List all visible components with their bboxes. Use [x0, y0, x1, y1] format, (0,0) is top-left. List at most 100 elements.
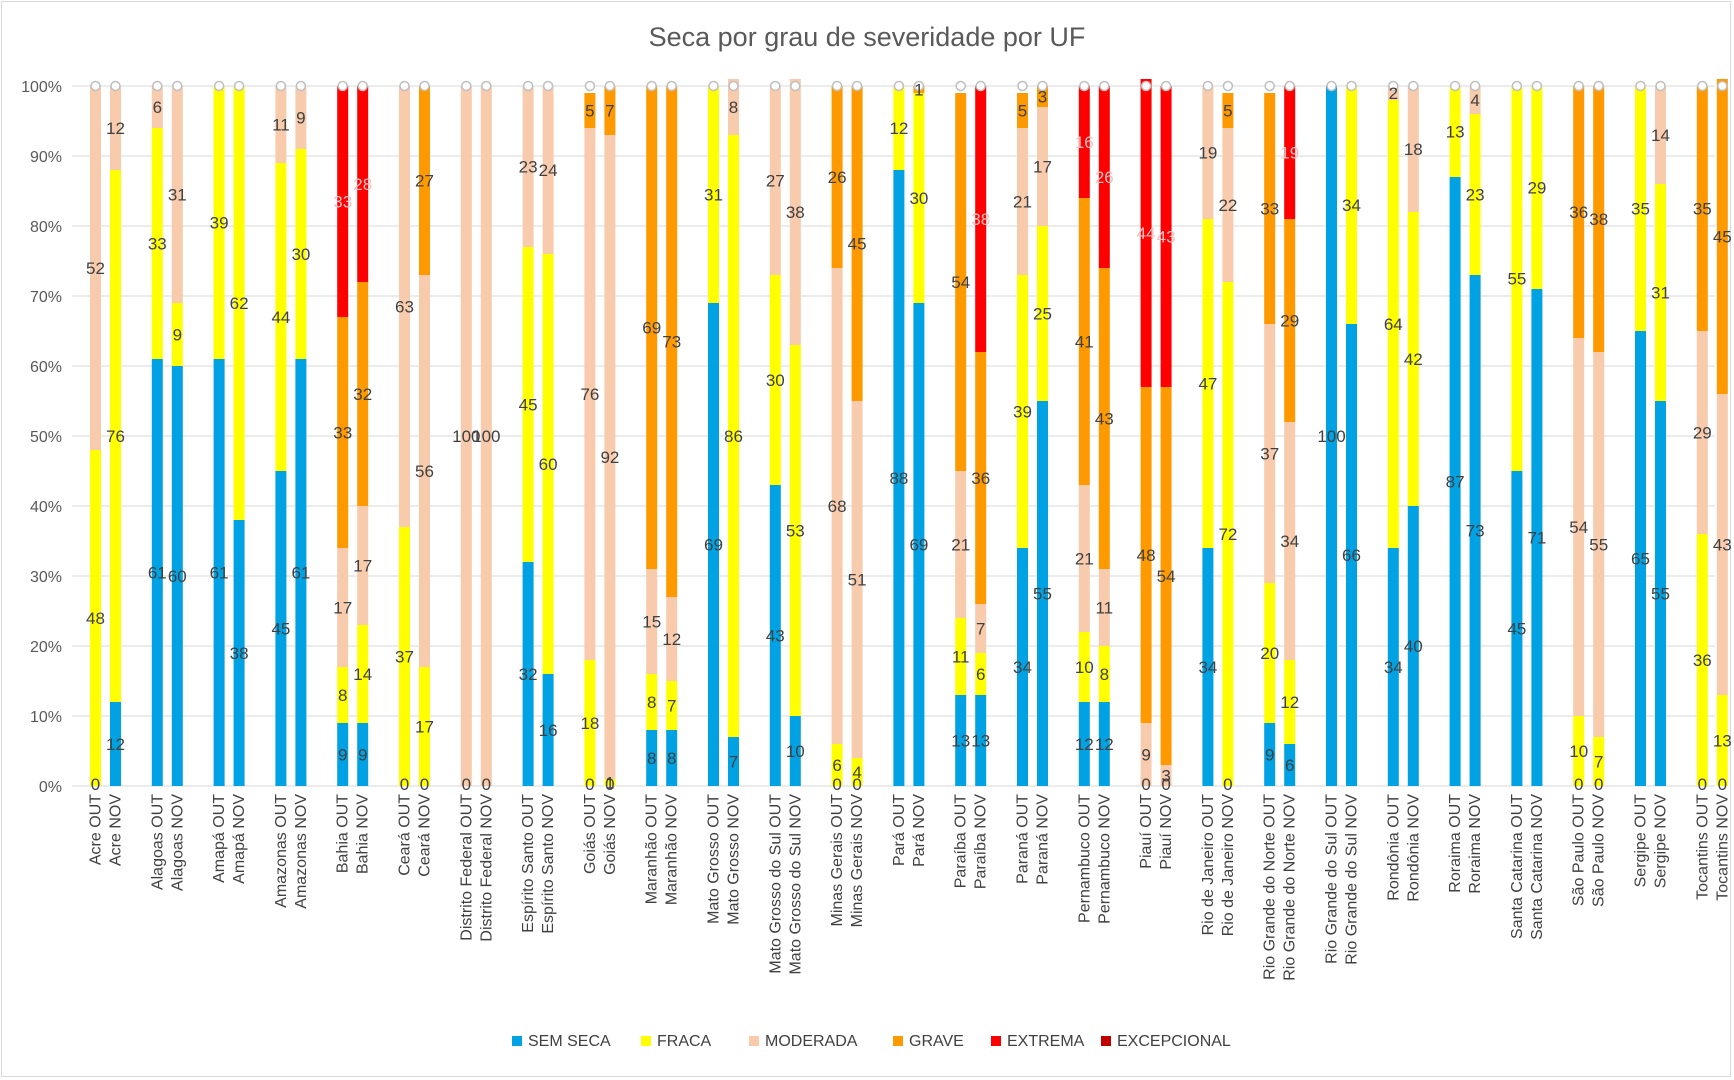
data-label-fraca: 86 [724, 427, 743, 446]
data-label-fraca: 8 [647, 693, 656, 712]
bar-segment-moderada [955, 471, 967, 618]
bar-segment-fraca [893, 86, 905, 170]
data-label-moderada: 9 [1141, 746, 1150, 765]
data-label-sem-seca: 34 [1013, 658, 1032, 677]
bar-segment-sem-seca [110, 702, 121, 786]
bar-segment-grave [1264, 93, 1276, 324]
x-tick-label: Paraná OUT [1015, 794, 1032, 884]
data-label-sem-seca: 66 [1342, 546, 1361, 565]
bar-segment-fraca [213, 86, 225, 359]
bar-segment-sem-seca [1098, 702, 1110, 786]
data-label-sem-seca: 6 [1285, 756, 1294, 775]
x-tick-label: Pernambuco OUT [1076, 794, 1093, 923]
bar-segment-sem-seca [522, 562, 534, 786]
data-label-moderada: 17 [333, 599, 352, 618]
bar-segment-extrema [1160, 86, 1172, 387]
data-label-moderada: 12 [106, 119, 125, 138]
zero-marker [646, 80, 657, 92]
zero-marker [461, 80, 472, 92]
data-label-fraca: 31 [704, 186, 723, 205]
bar-segment-grave [1037, 86, 1048, 107]
x-tick-label: Bahia NOV [355, 794, 372, 874]
bar-segment-sem-seca [337, 723, 349, 786]
zero-marker [1099, 80, 1110, 92]
data-label-fraca: 9 [173, 326, 182, 345]
bar-segment-moderada [151, 86, 163, 128]
bar-segment-sem-seca [542, 674, 554, 786]
data-label-sem-seca: 87 [1446, 473, 1465, 492]
data-label-fraca: 13 [1713, 732, 1732, 751]
data-label-fraca: 39 [1013, 403, 1032, 422]
data-label-sem-seca: 34 [1384, 658, 1403, 677]
x-tick-label: Distrito Federal OUT [458, 794, 475, 941]
data-label-fraca: 10 [1075, 658, 1094, 677]
data-label-moderada: 56 [415, 462, 434, 481]
zero-marker [708, 80, 719, 92]
data-label-moderada: 12 [662, 630, 681, 649]
data-label-extrema: 33 [333, 193, 352, 212]
bar-segment-grave [1696, 86, 1708, 331]
zero-marker [542, 80, 554, 92]
x-tick-label: Distrito Federal NOV [478, 794, 495, 942]
data-label-fraca: 14 [353, 665, 372, 684]
data-label-sem-seca: 45 [1507, 620, 1526, 639]
bar-segment-moderada [1716, 394, 1728, 695]
data-label-grave: 54 [951, 273, 970, 292]
bar-segment-sem-seca [1037, 401, 1048, 786]
zero-marker [1264, 80, 1275, 92]
bar-segment-grave [646, 86, 658, 569]
zero-marker [851, 80, 863, 92]
x-tick-label: Pará NOV [911, 794, 928, 867]
data-label-fraca: 10 [1569, 742, 1588, 761]
data-label-sem-seca: 0 [1141, 775, 1150, 794]
bar-segment-moderada [1573, 338, 1585, 716]
bar-segment-fraca [1346, 86, 1357, 324]
bar-segment-sem-seca [295, 359, 307, 786]
bar-segment-moderada [789, 79, 801, 345]
bar-segment-sem-seca [1531, 289, 1543, 786]
data-label-sem-seca: 0 [420, 775, 429, 794]
data-label-sem-seca: 65 [1631, 550, 1650, 569]
zero-marker [913, 80, 925, 92]
data-label-moderada: 31 [168, 186, 187, 205]
zero-marker [357, 80, 368, 92]
zero-marker [584, 80, 596, 92]
data-label-sem-seca: 13 [971, 732, 990, 751]
bar-segment-fraca [1655, 184, 1666, 401]
x-tick-label: Rio Grande do Norte NOV [1282, 794, 1299, 981]
x-tick-label: Minas Gerais NOV [849, 794, 866, 928]
bar-segment-moderada [1655, 86, 1666, 184]
data-label-sem-seca: 38 [230, 644, 249, 663]
data-label-sem-seca: 60 [168, 567, 187, 586]
zero-marker [1531, 80, 1543, 92]
bar-segment-sem-seca [666, 730, 678, 786]
data-label-moderada: 63 [395, 298, 414, 317]
data-label-fraca: 6 [976, 665, 985, 684]
bar-segment-extrema [357, 86, 369, 282]
bar-segment-grave [1593, 86, 1605, 352]
bar-segment-sem-seca [1469, 275, 1481, 786]
bar-segment-fraca [90, 450, 101, 786]
data-label-sem-seca: 0 [605, 775, 614, 794]
x-tick-label: Piauí OUT [1138, 794, 1155, 869]
data-label-fraca: 1 [605, 774, 614, 793]
bar-segment-moderada [1037, 107, 1048, 226]
x-tick-label: Sergipe NOV [1653, 794, 1670, 889]
data-label-grave: 3 [1038, 88, 1047, 107]
data-label-grave: 41 [1075, 333, 1094, 352]
data-label-sem-seca: 32 [519, 665, 538, 684]
data-label-sem-seca: 100 [1317, 427, 1345, 446]
y-tick-label: 20% [30, 639, 62, 656]
data-label-moderada: 18 [1404, 140, 1423, 159]
data-label-fraca: 60 [539, 455, 558, 474]
data-label-moderada: 76 [580, 385, 599, 404]
bar-segment-extrema [1284, 86, 1296, 219]
data-label-fraca: 8 [338, 686, 347, 705]
data-label-fraca: 53 [786, 522, 805, 541]
data-label-sem-seca: 0 [852, 775, 861, 794]
data-label-sem-seca: 0 [400, 775, 409, 794]
data-label-grave: 26 [828, 168, 847, 187]
bar-segment-fraca [1469, 114, 1481, 275]
data-label-fraca: 39 [210, 214, 229, 233]
bar-segment-fraca [1593, 737, 1605, 786]
